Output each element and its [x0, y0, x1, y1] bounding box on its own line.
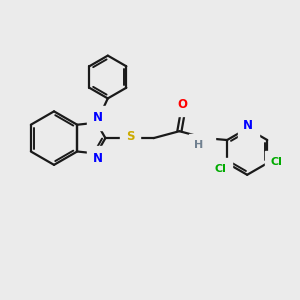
- Text: N: N: [200, 133, 210, 146]
- Text: S: S: [126, 130, 134, 143]
- Text: N: N: [243, 119, 254, 132]
- Text: H: H: [194, 140, 203, 150]
- Text: N: N: [93, 111, 103, 124]
- Text: N: N: [93, 152, 103, 165]
- Text: O: O: [177, 98, 187, 111]
- Text: Cl: Cl: [271, 157, 283, 167]
- Text: Cl: Cl: [214, 164, 226, 174]
